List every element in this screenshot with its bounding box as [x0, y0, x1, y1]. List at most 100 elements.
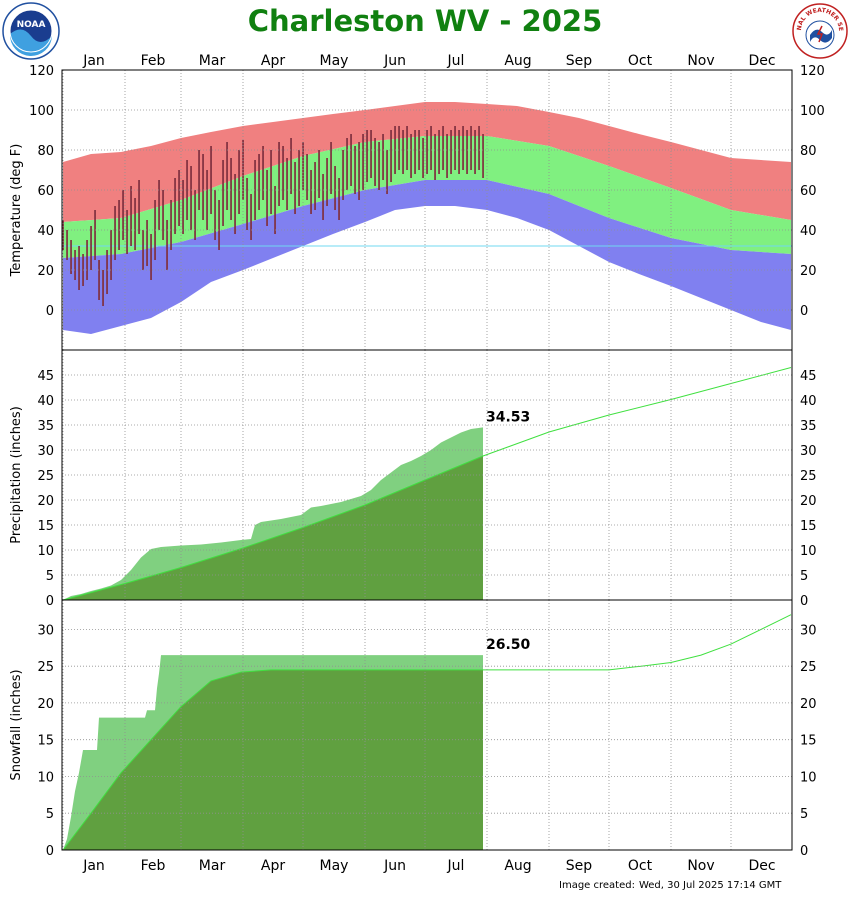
observed-temp-bar [150, 234, 152, 280]
snow-ylabel: Snowfall (inches) [9, 669, 24, 780]
observed-temp-bar [430, 126, 432, 170]
snow-ytick-left: 0 [46, 844, 54, 859]
observed-temp-bar [66, 230, 68, 260]
observed-temp-bar [126, 210, 128, 254]
precipitation-panel: 34.53 [62, 367, 792, 601]
observed-temp-bar [454, 126, 456, 170]
normal-snow-area [63, 669, 483, 850]
observed-temp-bar [438, 130, 440, 174]
observed-temp-bar [98, 260, 100, 300]
month-label-bottom: May [320, 858, 349, 874]
precip-ytick-right: 15 [800, 519, 817, 534]
month-label-top: Mar [199, 53, 226, 69]
observed-temp-bar [314, 162, 316, 210]
observed-temp-bar [350, 134, 352, 186]
month-label-top: Apr [261, 53, 285, 69]
observed-temp-bar [446, 134, 448, 178]
temp-ytick-left: 20 [37, 264, 54, 279]
observed-temp-bar [406, 126, 408, 170]
observed-temp-bar [234, 174, 236, 234]
observed-temp-bar [294, 162, 296, 214]
observed-temp-bar [346, 138, 348, 190]
precip-ytick-left: 20 [37, 494, 54, 509]
observed-temp-bar [206, 170, 208, 230]
observed-temp-bar [130, 186, 132, 246]
observed-temp-bar [478, 126, 480, 170]
footer-timestamp: Wed, 30 Jul 2025 17:14 GMT [638, 880, 782, 891]
observed-temp-bar [122, 190, 124, 240]
precip-ytick-right: 25 [800, 469, 817, 484]
precip-ytick-right: 5 [800, 569, 808, 584]
observed-temp-bar [78, 246, 80, 290]
precip-ytick-right: 10 [800, 544, 817, 559]
record-high-band [63, 102, 791, 222]
observed-temp-bar [374, 138, 376, 186]
month-label-top: Jun [383, 53, 406, 69]
nws-logo-icon: NATIONAL WEATHER SERVICE [792, 2, 848, 59]
normal-precip-area [63, 456, 483, 600]
month-label-bottom: Feb [141, 858, 166, 874]
observed-temp-bar [330, 142, 332, 194]
month-label-bottom: Mar [199, 858, 226, 874]
observed-temp-bar [366, 130, 368, 182]
snow-ytick-left: 30 [37, 623, 54, 638]
month-label-bottom: Apr [261, 858, 285, 874]
observed-temp-bar [162, 190, 164, 240]
snow-ytick-right: 30 [800, 623, 817, 638]
observed-temp-bar [258, 154, 260, 210]
observed-temp-bar [482, 134, 484, 178]
precip-ytick-right: 45 [800, 369, 817, 384]
observed-temp-bar [362, 134, 364, 190]
temp-ylabel: Temperature (deg F) [9, 144, 24, 278]
month-label-bottom: Jun [383, 858, 406, 874]
noaa-logo-icon: NOAA [2, 2, 60, 60]
observed-temp-bar [146, 220, 148, 266]
observed-temp-bar [222, 160, 224, 226]
observed-temp-bar [378, 142, 380, 190]
observed-temp-bar [114, 206, 116, 260]
month-label-bottom: Aug [504, 858, 531, 874]
month-label-top: Jan [82, 53, 105, 69]
month-labels: Jan Jan Feb Feb Mar Mar Apr Apr May May Jun Jun Jul J… [82, 53, 775, 874]
observed-temp-bar [194, 190, 196, 240]
observed-temp-bar [442, 126, 444, 170]
month-label-bottom: Jan [82, 858, 105, 874]
observed-temp-bar [270, 150, 272, 214]
observed-temp-bar [118, 200, 120, 250]
observed-temp-bar [354, 146, 356, 194]
snow-ytick-right: 25 [800, 660, 817, 675]
precip-ytick-right: 40 [800, 394, 817, 409]
observed-temp-bar [286, 158, 288, 210]
precip-ytick-right: 35 [800, 419, 817, 434]
snow-ytick-left: 15 [37, 734, 54, 749]
observed-temp-bar [134, 198, 136, 250]
observed-temp-bar [334, 166, 336, 210]
precip-ytick-right: 20 [800, 494, 817, 509]
observed-temp-bar [262, 146, 264, 200]
observed-temp-bar [238, 150, 240, 214]
temperature-panel [62, 102, 792, 334]
precip-ytick-left: 45 [37, 369, 54, 384]
observed-temp-bar [142, 230, 144, 270]
temp-ytick-left: 100 [29, 104, 54, 119]
observed-temp-bar [338, 178, 340, 220]
snow-ytick-left: 25 [37, 660, 54, 675]
footer: Image created: Wed, 30 Jul 2025 17:14 GMT [555, 880, 781, 891]
observed-temp-bar [214, 190, 216, 240]
observed-temp-bar [326, 158, 328, 206]
observed-temp-bar [370, 130, 372, 178]
month-label-bottom: Sep [566, 858, 593, 874]
observed-temp-bar [158, 180, 160, 230]
precip-ytick-right: 30 [800, 444, 817, 459]
observed-temp-bar [310, 170, 312, 214]
observed-temp-bar [94, 210, 96, 260]
month-label-top: May [320, 53, 349, 69]
observed-temp-bar [470, 126, 472, 170]
precip-ytick-left: 25 [37, 469, 54, 484]
snow-ytick-right: 20 [800, 697, 817, 712]
observed-temp-bar [226, 142, 228, 210]
observed-temp-bar [230, 158, 232, 220]
snow-ytick-right: 10 [800, 771, 817, 786]
observed-temp-bar [462, 126, 464, 170]
